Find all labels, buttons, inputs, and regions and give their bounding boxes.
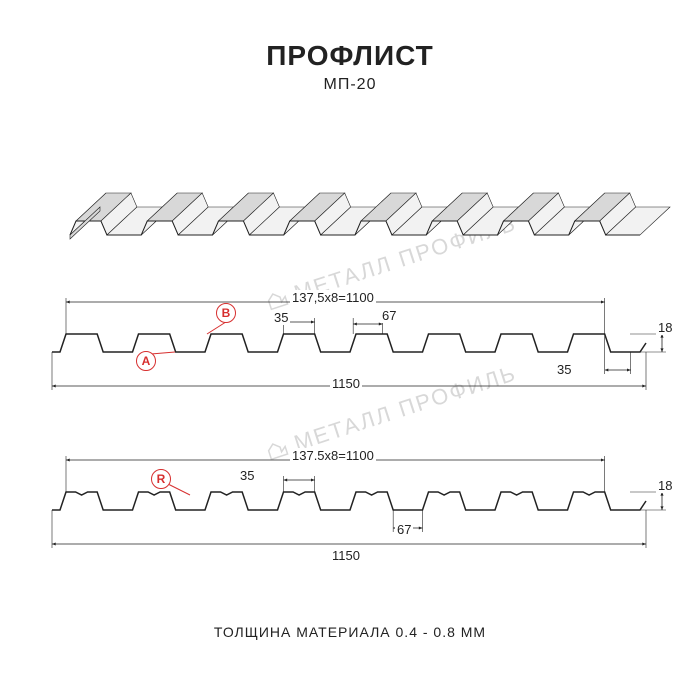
dim-height-a: 18 xyxy=(656,320,674,335)
dim-height-r: 18 xyxy=(656,478,674,493)
dim-rib-top-r: 35 xyxy=(238,468,256,483)
dim-overall-bottom-a: 1150 xyxy=(330,376,362,391)
callout-a: A xyxy=(136,351,156,371)
dim-overall-top-a: 137,5х8=1100 xyxy=(290,290,376,305)
footer-thickness: ТОЛЩИНА МАТЕРИАЛА 0.4 - 0.8 ММ xyxy=(0,624,700,640)
callout-r: R xyxy=(151,469,171,489)
dim-rib-top-a: 35 xyxy=(272,310,290,325)
dim-rib-gap-a: 67 xyxy=(380,308,398,323)
dim-rib-gap-r: 67 xyxy=(395,522,413,537)
cross-section-r xyxy=(0,0,700,700)
dim-rib-side-a: 35 xyxy=(555,362,573,377)
callout-b: B xyxy=(216,303,236,323)
dim-overall-top-r: 137.5х8=1100 xyxy=(290,448,376,463)
dim-overall-bottom-r: 1150 xyxy=(330,548,362,563)
